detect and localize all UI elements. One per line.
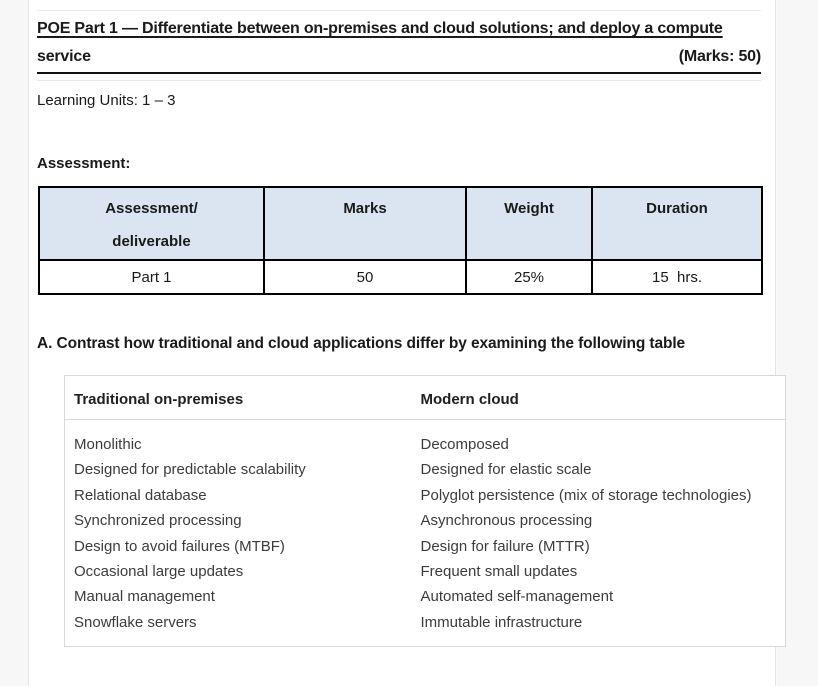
comparison-header-modern-cloud: Modern cloud [411, 375, 786, 420]
comparison-cell-traditional: Synchronized processing [74, 512, 242, 530]
comparison-table: Traditional on-premises Modern cloud Mon… [64, 375, 786, 648]
comparison-cell-traditional: Snowflake servers [74, 613, 197, 631]
comparison-row: Designed for predictable scalability Des… [65, 457, 786, 482]
assessment-cell-marks: 50 [263, 259, 467, 295]
document-title-line2: service (Marks: 50) [37, 43, 761, 74]
comparison-cell-traditional: Relational database [74, 486, 207, 504]
comparison-cell-traditional: Monolithic [74, 436, 142, 453]
section-a-heading: A. Contrast how traditional and cloud ap… [37, 335, 686, 352]
assessment-table-header-marks: Marks [263, 186, 467, 261]
comparison-cell-cloud: Frequent small updates [420, 563, 578, 581]
comparison-header-traditional: Traditional on-premises [64, 375, 412, 420]
comparison-row: Manual management Automated self-managem… [65, 584, 786, 609]
learning-units-text: Learning Units: 1 – 3 [37, 92, 176, 109]
document-content-area: POE Part 1 — Differentiate between on-pr… [28, 0, 786, 686]
comparison-row: Occasional large updates Frequent small … [65, 559, 786, 584]
assessment-table: Assessment/ deliverable Marks Weight Dur… [38, 186, 763, 295]
assessment-table-header-weight: Weight [465, 186, 593, 261]
document-title-marks: (Marks: 50) [678, 48, 761, 65]
assessment-cell-weight: 25% [465, 259, 593, 295]
assessment-cell-deliverable: Part 1 [38, 259, 265, 295]
comparison-cell-traditional: Designed for predictable scalability [74, 461, 306, 479]
comparison-cell-cloud: Immutable infrastructure [420, 613, 583, 631]
comparison-cell-traditional: Design to avoid failures (MTBF) [74, 537, 285, 555]
assessment-table-header-duration: Duration [591, 186, 763, 261]
comparison-cell-cloud: Automated self-management [420, 588, 614, 606]
assessment-table-data-row: Part 1 50 25% 15 hrs. [38, 259, 763, 295]
title-cell: POE Part 1 — Differentiate between on-pr… [37, 10, 761, 81]
comparison-row: Snowflake servers Immutable infrastructu… [65, 610, 786, 647]
assessment-table-header-row: Assessment/ deliverable Marks Weight Dur… [38, 186, 763, 261]
comparison-row: Design to avoid failures (MTBF) Design f… [65, 534, 786, 559]
comparison-table-header-row: Traditional on-premises Modern cloud [64, 375, 786, 420]
document-title-service: service [37, 48, 91, 65]
assessment-cell-duration: 15 hrs. [591, 259, 763, 295]
comparison-cell-cloud: Designed for elastic scale [420, 461, 592, 479]
comparison-row: Monolithic Decomposed [65, 420, 786, 458]
comparison-row: Synchronized processing Asynchronous pro… [65, 508, 786, 533]
comparison-cell-traditional: Manual management [74, 588, 215, 606]
assessment-heading: Assessment: [37, 155, 131, 172]
comparison-cell-cloud: Design for failure (MTTR) [420, 537, 590, 555]
comparison-cell-cloud: Decomposed [420, 436, 509, 453]
comparison-cell-traditional: Occasional large updates [74, 563, 244, 581]
comparison-cell-cloud: Polyglot persistence (mix of storage tec… [420, 486, 752, 504]
comparison-cell-cloud: Asynchronous processing [420, 512, 593, 530]
document-title-line1: POE Part 1 — Differentiate between on-pr… [37, 20, 723, 37]
comparison-row: Relational database Polyglot persistence… [65, 483, 786, 508]
page-left-margin [0, 0, 28, 686]
assessment-table-header-deliverable: Assessment/ deliverable [38, 186, 265, 261]
